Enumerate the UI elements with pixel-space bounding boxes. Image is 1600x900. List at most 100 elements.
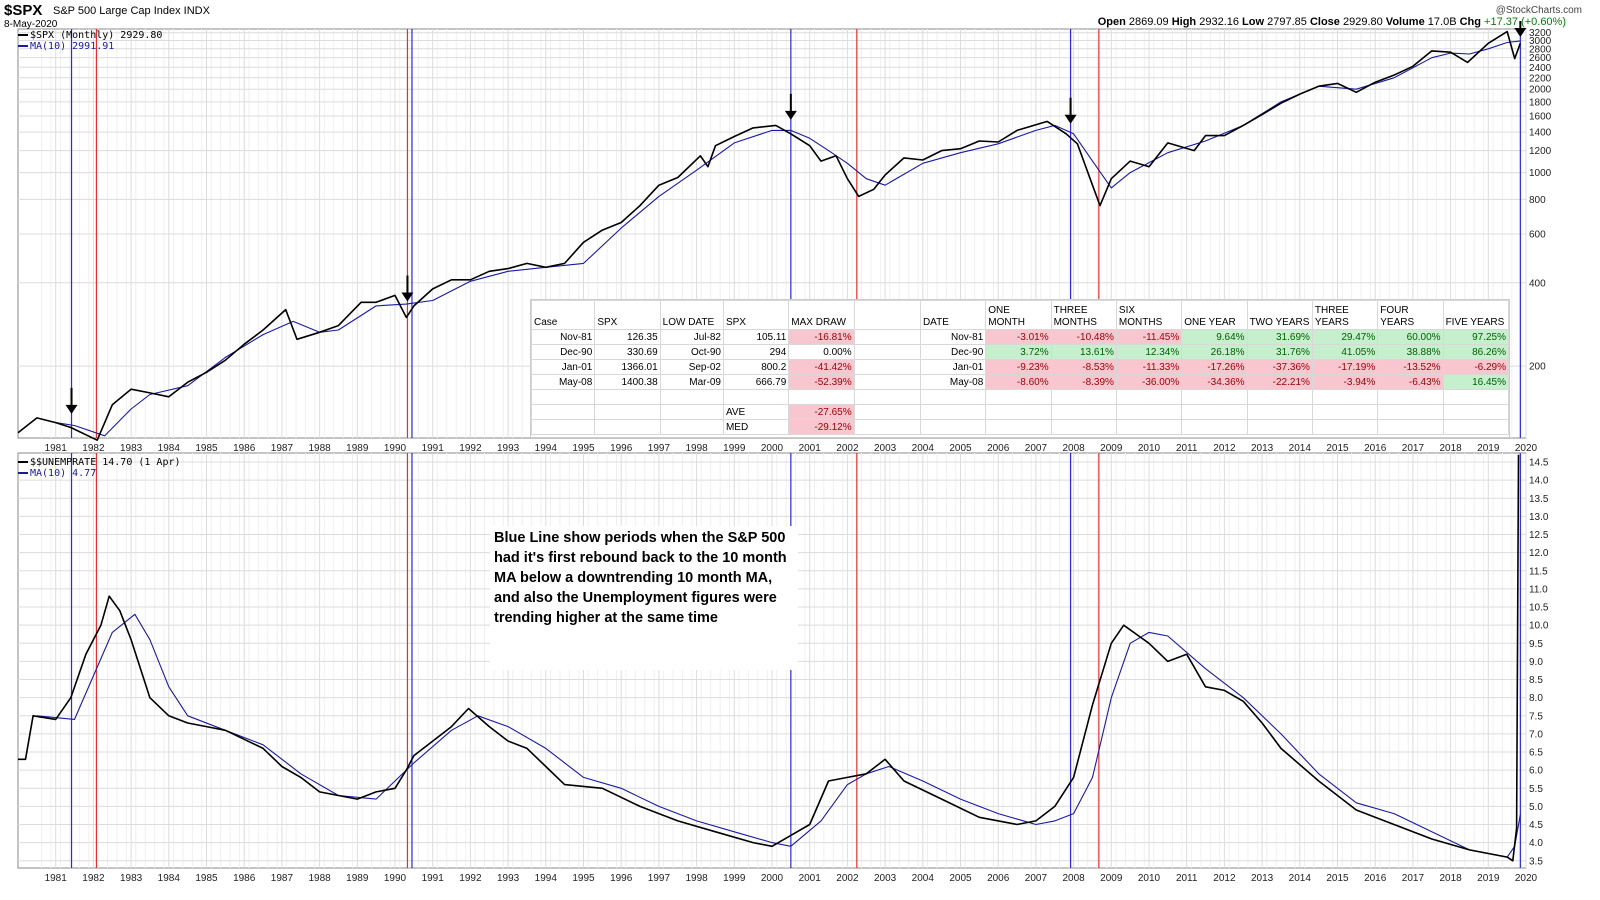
cell-low-date: Sep-02 <box>659 359 724 375</box>
x-tick-label-bottom: 1984 <box>158 873 181 884</box>
watermark: @StockCharts.com <box>1495 5 1582 16</box>
cell-return-2: -11.45% <box>1115 329 1183 345</box>
y-tick-label-top: 2600 <box>1529 53 1552 64</box>
spx-line <box>17 30 1522 442</box>
legend-unemp-ma: MA(10) 4.77 <box>18 468 181 479</box>
x-tick-label-top: 1989 <box>346 443 369 454</box>
cell-return-2: 12.34% <box>1115 344 1183 360</box>
cell-max-draw: 0.00% <box>788 344 855 360</box>
volume-value: 17.0B <box>1427 16 1457 28</box>
ticker-symbol: $SPX <box>4 2 43 19</box>
x-tick-label-bottom: 2008 <box>1062 873 1085 884</box>
table-med-row: MED -29.12% <box>530 419 1510 435</box>
cell-return-7: 97.25% <box>1442 329 1510 345</box>
high-label: High <box>1171 16 1197 28</box>
x-tick-label-top: 1991 <box>422 443 445 454</box>
cell-return-6: 38.88% <box>1377 344 1444 360</box>
x-tick-label-top: 2019 <box>1477 443 1500 454</box>
x-tick-label-top: 1992 <box>459 443 482 454</box>
cell-return-5: -17.19% <box>1311 359 1379 375</box>
x-tick-label-bottom: 1982 <box>82 873 105 884</box>
col-two-years: TWO YEARS <box>1246 300 1313 330</box>
x-tick-label-top: 2005 <box>949 443 972 454</box>
returns-grid: Case SPX LOW DATE SPX MAX DRAW DATE ONE … <box>530 300 1510 435</box>
x-tick-label-bottom: 1991 <box>422 873 445 884</box>
x-tick-label-top: 1995 <box>572 443 595 454</box>
y-tick-label-top: 1600 <box>1529 112 1552 123</box>
x-tick-label-top: 1983 <box>120 443 143 454</box>
cell-case: May-08 <box>530 374 596 390</box>
y-tick-label-bottom: 5.0 <box>1529 802 1543 813</box>
y-tick-label-bottom: 14.0 <box>1529 476 1549 487</box>
y-tick-label-bottom: 8.0 <box>1529 693 1543 704</box>
cell-return-0: -3.01% <box>985 329 1052 345</box>
x-tick-label-bottom: 2005 <box>949 873 972 884</box>
x-tick-label-top: 2011 <box>1176 443 1198 454</box>
x-tick-label-bottom: 1988 <box>308 873 331 884</box>
top-legend: $SPX (Monthly) 2929.80 MA(10) 2991.91 <box>18 30 162 52</box>
y-tick-label-top: 2000 <box>1529 85 1552 96</box>
x-tick-label-bottom: 2009 <box>1100 873 1123 884</box>
x-tick-label-top: 2001 <box>799 443 822 454</box>
cell-return-3: -17.26% <box>1181 359 1248 375</box>
ave-value: -27.65% <box>788 404 855 420</box>
x-tick-label-top: 2008 <box>1062 443 1085 454</box>
unemployment-ma-line <box>36 613 1521 858</box>
cell-date: Dec-90 <box>919 344 987 360</box>
y-tick-label-bottom: 6.5 <box>1529 748 1543 759</box>
x-tick-label-bottom: 1992 <box>459 873 482 884</box>
y-tick-label-bottom: 11.0 <box>1529 584 1548 595</box>
x-tick-label-bottom: 2018 <box>1439 873 1462 884</box>
cell-spacer <box>853 329 921 345</box>
cell-date: May-08 <box>919 374 987 390</box>
col-date: DATE <box>919 300 987 330</box>
x-tick-label-bottom: 2019 <box>1477 873 1500 884</box>
x-tick-label-bottom: 1985 <box>195 873 218 884</box>
y-tick-label-top: 3200 <box>1529 28 1552 39</box>
x-tick-label-top: 1982 <box>82 443 105 454</box>
x-tick-label-top: 1987 <box>271 443 294 454</box>
cell-return-5: 41.05% <box>1311 344 1379 360</box>
x-tick-label-bottom: 2016 <box>1364 873 1387 884</box>
x-tick-label-bottom: 2011 <box>1176 873 1198 884</box>
y-tick-label-bottom: 7.0 <box>1529 729 1543 740</box>
cell-spacer <box>853 374 921 390</box>
table-ave-row: AVE -27.65% <box>530 404 1510 420</box>
col-case: Case <box>530 300 596 330</box>
y-tick-label-bottom: 11.5 <box>1529 566 1548 577</box>
x-tick-label-bottom: 2003 <box>874 873 897 884</box>
x-tick-label-top: 2006 <box>987 443 1010 454</box>
y-tick-label-bottom: 9.0 <box>1529 657 1543 668</box>
quote-summary: Open 2869.09 High 2932.16 Low 2797.85 Cl… <box>1098 16 1566 28</box>
col-three-months: THREE MONTHS <box>1050 300 1117 330</box>
cell-spacer <box>853 344 921 360</box>
legend-ma-text: MA(10) 2991.91 <box>30 41 115 52</box>
cell-case: Nov-81 <box>530 329 596 345</box>
cell-return-0: 3.72% <box>985 344 1052 360</box>
cell-low-date: Jul-82 <box>659 329 724 345</box>
y-tick-label-top: 3000 <box>1529 36 1552 47</box>
x-tick-label-bottom: 2006 <box>987 873 1010 884</box>
x-tick-label-bottom: 1996 <box>610 873 633 884</box>
y-tick-label-top: 200 <box>1529 362 1546 373</box>
cell-max-draw: -52.39% <box>788 374 855 390</box>
legend-unemp: $$UNEMPRATE 14.70 (1 Apr) <box>18 457 181 468</box>
x-tick-label-top: 1988 <box>308 443 331 454</box>
x-tick-label-top: 2020 <box>1515 443 1538 454</box>
cell-low-date: Oct-90 <box>659 344 724 360</box>
close-value: 2929.80 <box>1342 16 1383 28</box>
x-tick-label-top: 1984 <box>158 443 181 454</box>
x-tick-label-bottom: 2020 <box>1515 873 1538 884</box>
cell-low-spx: 666.79 <box>722 374 790 390</box>
cell-return-4: 31.76% <box>1246 344 1313 360</box>
cell-return-2: -36.00% <box>1115 374 1183 390</box>
y-tick-label-bottom: 6.0 <box>1529 766 1543 777</box>
cell-return-0: -9.23% <box>985 359 1052 375</box>
col-spacer <box>853 300 921 330</box>
y-tick-label-bottom: 12.5 <box>1529 530 1549 541</box>
y-tick-label-bottom: 4.5 <box>1529 820 1543 831</box>
x-tick-label-top: 1997 <box>648 443 671 454</box>
legend-ma: MA(10) 2991.91 <box>18 41 162 52</box>
x-tick-label-top: 2016 <box>1364 443 1387 454</box>
